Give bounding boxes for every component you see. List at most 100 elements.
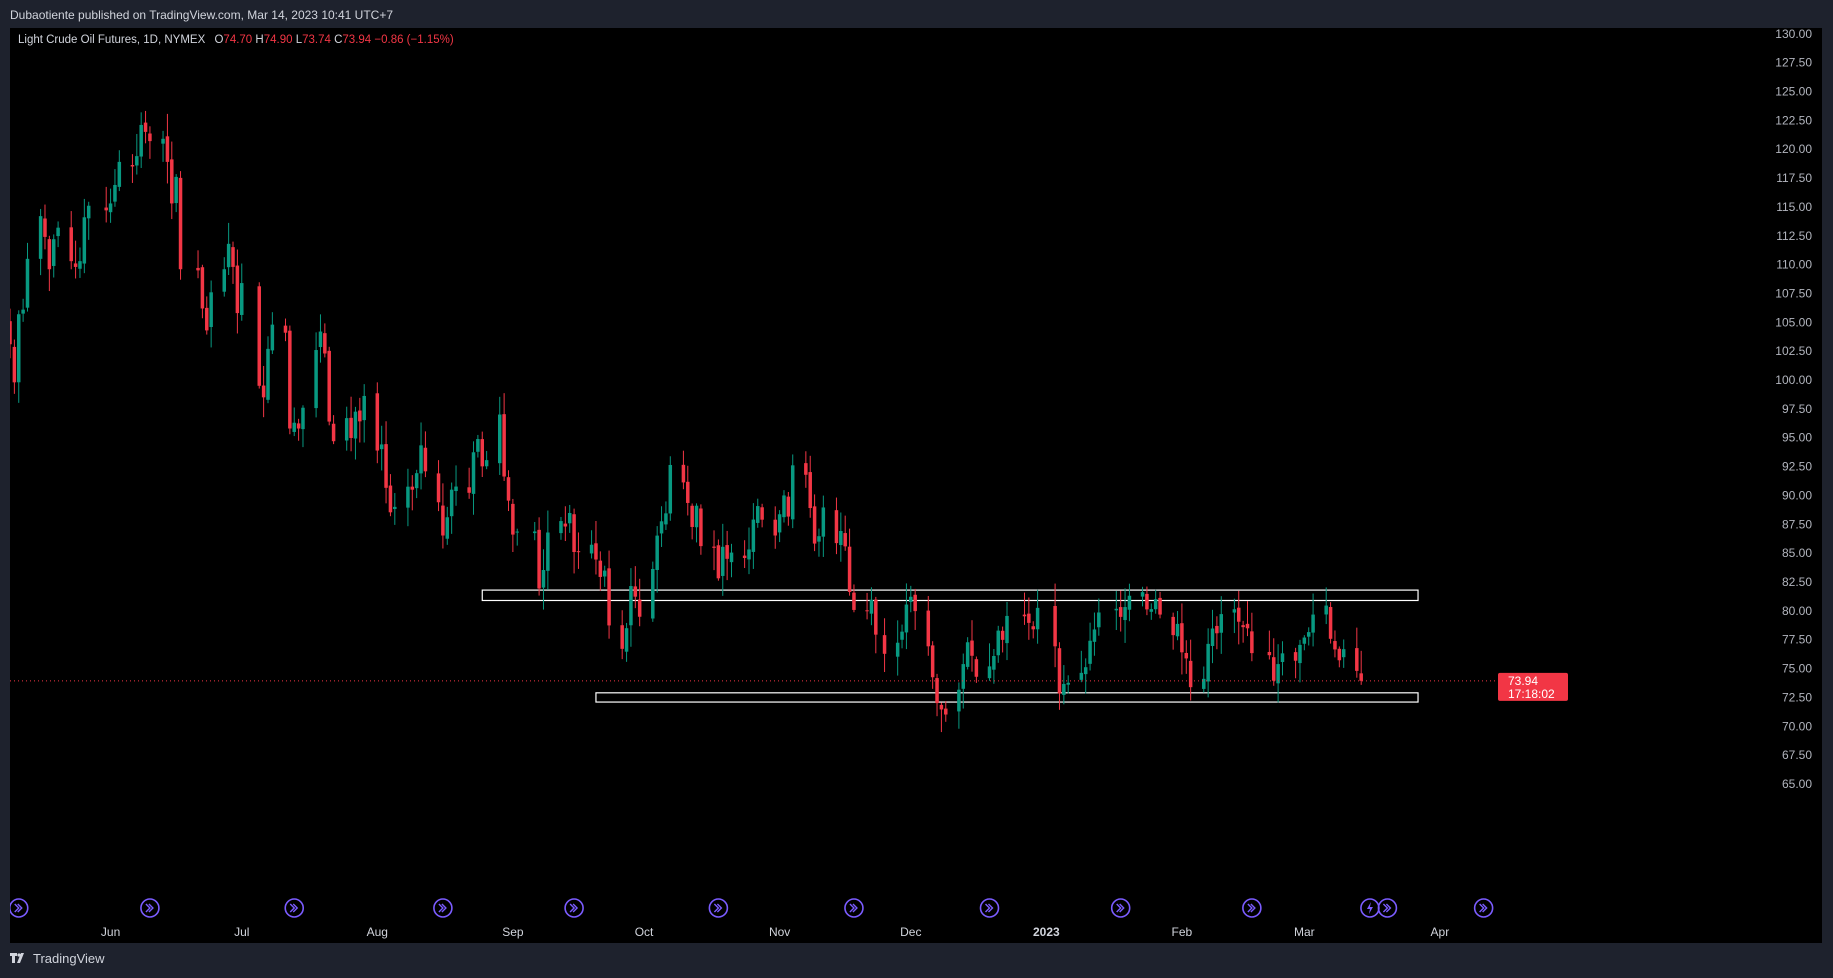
symbol-legend: Light Crude Oil Futures, 1D, NYMEX O74.7… bbox=[18, 34, 454, 46]
price-tick-label: 100.00 bbox=[1775, 373, 1812, 387]
candle-body bbox=[51, 239, 56, 266]
candle-body bbox=[292, 422, 296, 432]
candle-body bbox=[944, 708, 948, 715]
candle-body bbox=[78, 261, 82, 269]
candle-body bbox=[1057, 648, 1062, 694]
candle-body bbox=[1271, 657, 1276, 681]
candle-body bbox=[1027, 613, 1031, 623]
time-tick-label: Mar bbox=[1294, 925, 1315, 939]
candle-body bbox=[913, 594, 917, 612]
price-tick-label: 80.00 bbox=[1782, 604, 1812, 618]
split-event-icon[interactable] bbox=[1473, 898, 1494, 918]
candle-body bbox=[484, 460, 489, 467]
lightning-glyph bbox=[1366, 902, 1373, 914]
candle-body bbox=[817, 536, 821, 542]
candle-body bbox=[974, 659, 979, 677]
candle-body bbox=[69, 227, 73, 262]
candle-body bbox=[410, 486, 415, 490]
candle-body bbox=[777, 514, 782, 533]
chevron-glyph bbox=[14, 903, 23, 913]
candle-body bbox=[1302, 637, 1307, 644]
price-tick-label: 70.00 bbox=[1782, 719, 1812, 733]
zone-rectangle-1 bbox=[595, 692, 1419, 703]
candle-body bbox=[1293, 652, 1298, 661]
candle-body bbox=[1031, 626, 1035, 630]
candle-body bbox=[1210, 628, 1215, 646]
tradingview-logo-icon bbox=[10, 951, 27, 966]
candle-body bbox=[970, 640, 974, 656]
candle-body bbox=[681, 464, 686, 483]
candle-body bbox=[633, 586, 638, 597]
price-tick-label: 102.50 bbox=[1775, 344, 1812, 358]
split-event-icon[interactable] bbox=[979, 898, 1000, 918]
split-event-icon[interactable] bbox=[1110, 898, 1131, 918]
price-tag-countdown: 17:18:02 bbox=[1508, 687, 1555, 701]
candle-body bbox=[1000, 630, 1005, 640]
split-event-icon[interactable] bbox=[1377, 898, 1398, 918]
candle-body bbox=[196, 267, 200, 271]
split-event-icon[interactable] bbox=[140, 898, 160, 918]
time-tick-label: Jul bbox=[234, 925, 249, 939]
split-event-icon[interactable] bbox=[844, 898, 864, 918]
time-tick-label: Jun bbox=[101, 925, 120, 939]
candle-body bbox=[1311, 614, 1315, 633]
candle-body bbox=[130, 165, 135, 167]
zone-rectangle-0 bbox=[481, 589, 1419, 602]
event-circle bbox=[10, 898, 29, 918]
candle-body bbox=[790, 465, 795, 520]
split-event-icon[interactable] bbox=[433, 898, 453, 918]
split-event-icon[interactable] bbox=[1242, 898, 1262, 918]
candle-body bbox=[1083, 667, 1088, 675]
candle-body bbox=[1066, 682, 1070, 685]
candle-body bbox=[331, 423, 336, 442]
candle-body bbox=[108, 203, 113, 213]
split-event-icon[interactable] bbox=[564, 898, 584, 918]
event-circle bbox=[1242, 898, 1262, 918]
footer-brand[interactable]: TradingView bbox=[10, 951, 105, 966]
candle-body bbox=[930, 645, 935, 678]
candle-body bbox=[498, 414, 502, 464]
candle-body bbox=[712, 546, 716, 548]
publisher-caption: Dubaotiente published on TradingView.com… bbox=[10, 8, 394, 22]
candle-body bbox=[546, 532, 550, 571]
split-event-icon[interactable] bbox=[10, 898, 29, 918]
chart-panel[interactable]: 65.00 67.50 70.00 72.50 75.00 77.50 80.00 82.50… bbox=[10, 28, 1822, 943]
event-circle bbox=[1110, 898, 1131, 918]
chevron-glyph bbox=[849, 903, 858, 913]
candle-body bbox=[725, 545, 729, 559]
candle-body bbox=[502, 414, 506, 477]
candle-body bbox=[1276, 664, 1280, 684]
split-event-icon[interactable] bbox=[708, 898, 729, 918]
candle-body bbox=[694, 505, 699, 528]
candle-body bbox=[283, 325, 288, 333]
candle-body bbox=[532, 531, 537, 534]
price-tick-label: 95.00 bbox=[1782, 431, 1812, 445]
price-tick-label: 82.50 bbox=[1782, 575, 1812, 589]
price-tick-label: 130.00 bbox=[1775, 28, 1812, 41]
candle-body bbox=[449, 489, 454, 517]
chevron-glyph bbox=[145, 903, 154, 913]
candle-body bbox=[852, 592, 856, 610]
price-chart[interactable]: 65.00 67.50 70.00 72.50 75.00 77.50 80.00 82.50… bbox=[10, 28, 1822, 943]
time-tick-label: Dec bbox=[900, 925, 921, 939]
candle-body bbox=[1153, 599, 1158, 610]
candle-body bbox=[296, 423, 301, 429]
price-tick-label: 75.00 bbox=[1782, 662, 1812, 676]
candle-body bbox=[690, 505, 694, 527]
candle-body bbox=[353, 411, 358, 439]
candle-body bbox=[961, 664, 966, 689]
candle-body bbox=[393, 506, 397, 510]
chevron-glyph bbox=[289, 903, 299, 913]
candle-body bbox=[1298, 644, 1302, 664]
split-event-icon[interactable] bbox=[284, 898, 305, 918]
candle-body bbox=[935, 678, 939, 704]
chevron-glyph bbox=[569, 903, 579, 913]
candle-body bbox=[73, 263, 78, 267]
candle-body bbox=[117, 161, 122, 187]
close-value: 73.94 bbox=[342, 34, 372, 46]
candle-body bbox=[839, 530, 843, 546]
candle-body bbox=[651, 568, 655, 619]
candle-body bbox=[1092, 629, 1097, 642]
event-circle bbox=[284, 898, 305, 918]
candle-body bbox=[847, 546, 852, 592]
